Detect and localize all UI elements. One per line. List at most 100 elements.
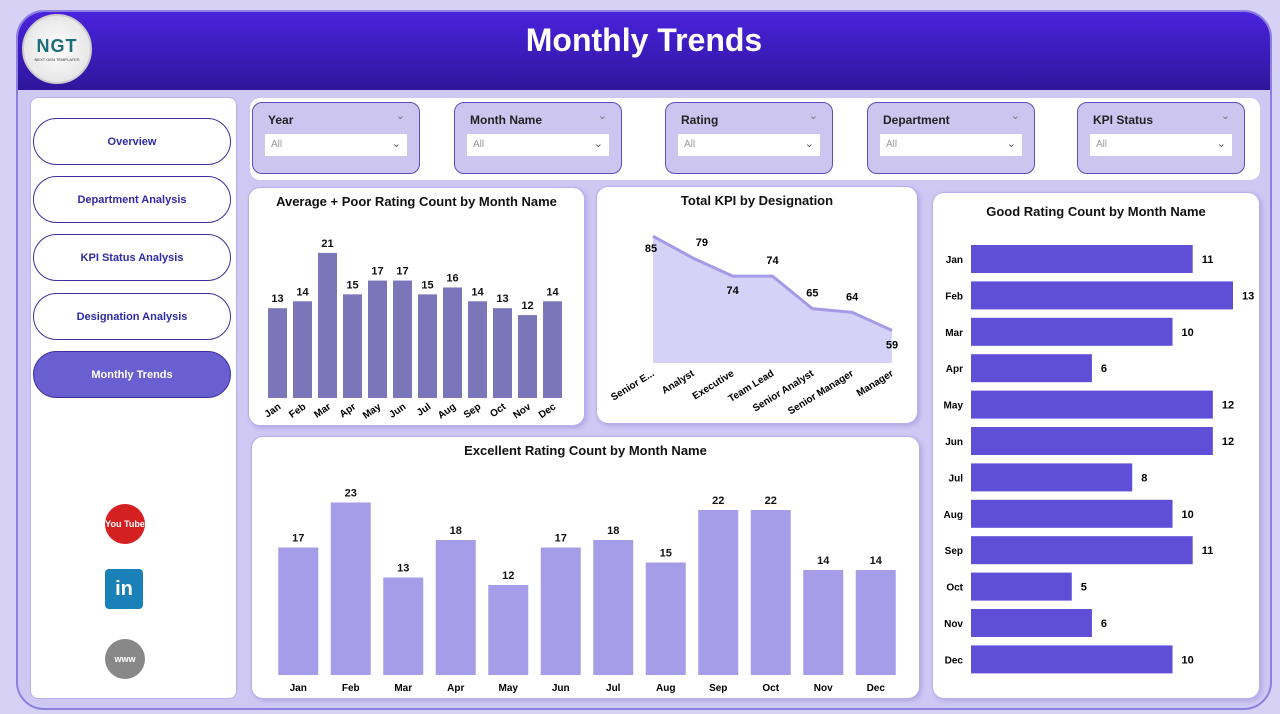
data-label: 21 <box>321 238 333 250</box>
chevron-down-icon[interactable]: ⌄ <box>395 110 405 122</box>
sidebar: Overview Department Analysis KPI Status … <box>30 97 237 699</box>
linkedin-icon[interactable]: in <box>105 569 143 609</box>
youtube-icon[interactable]: You Tube <box>105 504 145 544</box>
bar-Aug <box>443 287 462 398</box>
bar-Sep <box>698 510 739 675</box>
tick-label: Dec <box>867 683 886 694</box>
chevron-down-icon: ⌄ <box>391 138 401 150</box>
tick-label: Senior E... <box>609 368 656 403</box>
chevron-down-icon[interactable]: ⌄ <box>597 110 607 122</box>
filter-department[interactable]: Department ⌄ All ⌄ <box>867 102 1035 174</box>
data-label: 15 <box>660 548 672 560</box>
bar-Jul <box>593 540 634 675</box>
tick-label: Dec <box>537 401 559 421</box>
filter-kpi-status[interactable]: KPI Status ⌄ All ⌄ <box>1077 102 1245 174</box>
data-label: 15 <box>346 279 358 291</box>
filter-value: All <box>684 139 696 150</box>
nav-department-analysis[interactable]: Department Analysis <box>33 176 231 223</box>
tick-label: May <box>499 683 519 694</box>
bar-Apr <box>343 294 362 398</box>
bar-Jan <box>268 308 287 398</box>
bar-Feb <box>330 502 371 675</box>
data-label: 14 <box>817 555 830 567</box>
tick-label: Jun <box>387 401 408 420</box>
filter-dropdown[interactable]: All ⌄ <box>265 134 407 156</box>
data-label: 17 <box>292 533 304 545</box>
filter-dropdown[interactable]: All ⌄ <box>678 134 820 156</box>
data-label: 11 <box>1202 545 1214 557</box>
bar-Jan <box>278 547 319 675</box>
data-label: 16 <box>446 272 458 284</box>
filter-dropdown[interactable]: All ⌄ <box>467 134 609 156</box>
filter-value: All <box>1096 139 1108 150</box>
bar-Jan <box>971 245 1193 273</box>
filter-dropdown[interactable]: All ⌄ <box>1090 134 1232 156</box>
bar-Oct <box>750 510 791 675</box>
bar-Nov <box>518 315 537 398</box>
nav-overview[interactable]: Overview <box>33 118 231 165</box>
excellent-chart: 17 Jan 23 Feb 13 Mar 18 Apr 12 May 17 Jun 18 Jul 15 Aug… <box>278 488 896 694</box>
data-label: 23 <box>345 488 357 500</box>
good-chart: 11 Jan 13 Feb 10 Mar 6 Apr 12 May 12 Jun 8 Jul 10 Aug 11… <box>944 245 1254 674</box>
filter-label: Department <box>883 113 950 127</box>
chevron-down-icon[interactable]: ⌄ <box>808 110 818 122</box>
excellent-chart-card: Excellent Rating Count by Month Name 17 J… <box>251 436 920 699</box>
tick-label: Feb <box>945 291 963 302</box>
tick-label: Mar <box>394 683 412 694</box>
chevron-down-icon: ⌄ <box>1216 138 1226 150</box>
tick-label: Mar <box>312 401 333 420</box>
filter-month-name[interactable]: Month Name ⌄ All ⌄ <box>454 102 622 174</box>
data-label: 14 <box>870 555 883 567</box>
series-line <box>652 234 893 332</box>
tick-label: Sep <box>945 546 963 557</box>
page-title: Monthly Trends <box>525 22 763 58</box>
bar-Mar <box>383 577 424 675</box>
bar-May <box>971 390 1213 419</box>
filter-year[interactable]: Year ⌄ All ⌄ <box>252 102 420 174</box>
bar-Jun <box>393 280 412 398</box>
bar-Mar <box>318 252 337 398</box>
tick-label: Feb <box>287 401 308 420</box>
data-label: 12 <box>1222 436 1234 448</box>
dashboard-frame: NGT NEXT GEN TEMPLATES Monthly Trends Ove… <box>16 10 1272 710</box>
data-label: 59 <box>886 339 898 351</box>
filter-label: KPI Status <box>1093 113 1154 127</box>
data-label: 11 <box>1202 254 1214 266</box>
bar-Dec <box>543 301 562 398</box>
data-label: 6 <box>1101 363 1107 375</box>
filter-value: All <box>271 139 283 150</box>
data-label: 12 <box>521 300 533 312</box>
chevron-down-icon[interactable]: ⌄ <box>1220 110 1230 122</box>
data-label: 22 <box>765 495 777 507</box>
data-label: 17 <box>396 266 408 278</box>
filter-rating[interactable]: Rating ⌄ All ⌄ <box>665 102 833 174</box>
bar-Aug <box>971 499 1173 528</box>
tick-label: Apr <box>946 364 963 375</box>
bar-Aug <box>645 562 686 675</box>
data-label: 13 <box>397 563 409 575</box>
nav-designation-analysis[interactable]: Designation Analysis <box>33 293 231 340</box>
chevron-down-icon[interactable]: ⌄ <box>1010 110 1020 122</box>
tick-label: Mar <box>945 328 963 339</box>
data-label: 13 <box>1242 290 1254 302</box>
tick-label: Jan <box>263 401 283 420</box>
chart-title: Total KPI by Designation <box>680 193 834 208</box>
data-label: 22 <box>712 495 724 507</box>
tick-label: Oct <box>762 683 779 694</box>
bar-Jul <box>971 463 1133 492</box>
bar-Sep <box>971 536 1193 565</box>
tick-label: Jan <box>290 683 307 694</box>
tick-label: Nov <box>944 619 963 630</box>
tick-label: Jul <box>949 473 964 484</box>
nav-kpi-status-analysis[interactable]: KPI Status Analysis <box>33 234 231 281</box>
bar-Sep <box>468 301 487 398</box>
tick-label: Sep <box>462 401 483 421</box>
chart-title: Good Rating Count by Month Name <box>986 204 1206 219</box>
logo-subtext: NEXT GEN TEMPLATES <box>34 57 80 62</box>
tick-label: Aug <box>656 683 675 694</box>
nav-monthly-trends[interactable]: Monthly Trends <box>33 351 231 398</box>
tick-label: Oct <box>946 583 963 594</box>
filter-dropdown[interactable]: All ⌄ <box>880 134 1022 156</box>
website-icon[interactable]: www <box>105 639 145 679</box>
tick-label: Dec <box>945 655 964 666</box>
